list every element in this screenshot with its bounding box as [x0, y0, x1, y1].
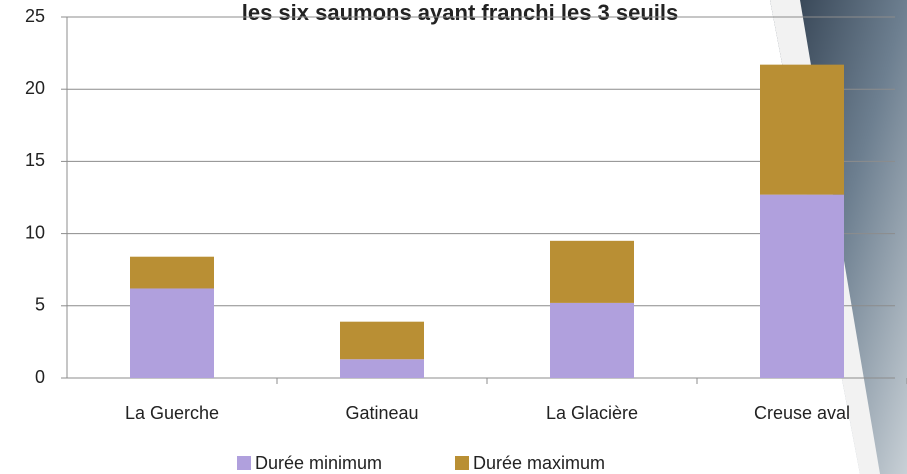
x-tick-label: Creuse aval — [754, 403, 850, 423]
x-tick-label: La Glacière — [546, 403, 638, 423]
y-tick-label: 15 — [25, 150, 45, 170]
y-tick-label: 25 — [25, 6, 45, 26]
y-tick-label: 0 — [35, 367, 45, 387]
bar-segment — [340, 321, 424, 360]
chart-title: les six saumons ayant franchi les 3 seui… — [242, 0, 679, 25]
bar-segment — [130, 256, 214, 289]
bar-segment — [550, 240, 634, 303]
legend-swatch — [455, 456, 469, 470]
legend-swatch — [237, 456, 251, 470]
bar-segment — [340, 359, 424, 378]
y-tick-label: 10 — [25, 222, 45, 242]
y-tick-label: 20 — [25, 78, 45, 98]
bar-segment — [760, 64, 844, 195]
legend-label: Durée minimum — [255, 453, 382, 473]
legend-label: Durée maximum — [473, 453, 605, 473]
x-tick-label: La Guerche — [125, 403, 219, 423]
bar-segment — [760, 194, 844, 378]
bar-segment — [130, 288, 214, 378]
x-tick-label: Gatineau — [345, 403, 418, 423]
bar-segment — [550, 302, 634, 378]
y-tick-label: 5 — [35, 295, 45, 315]
